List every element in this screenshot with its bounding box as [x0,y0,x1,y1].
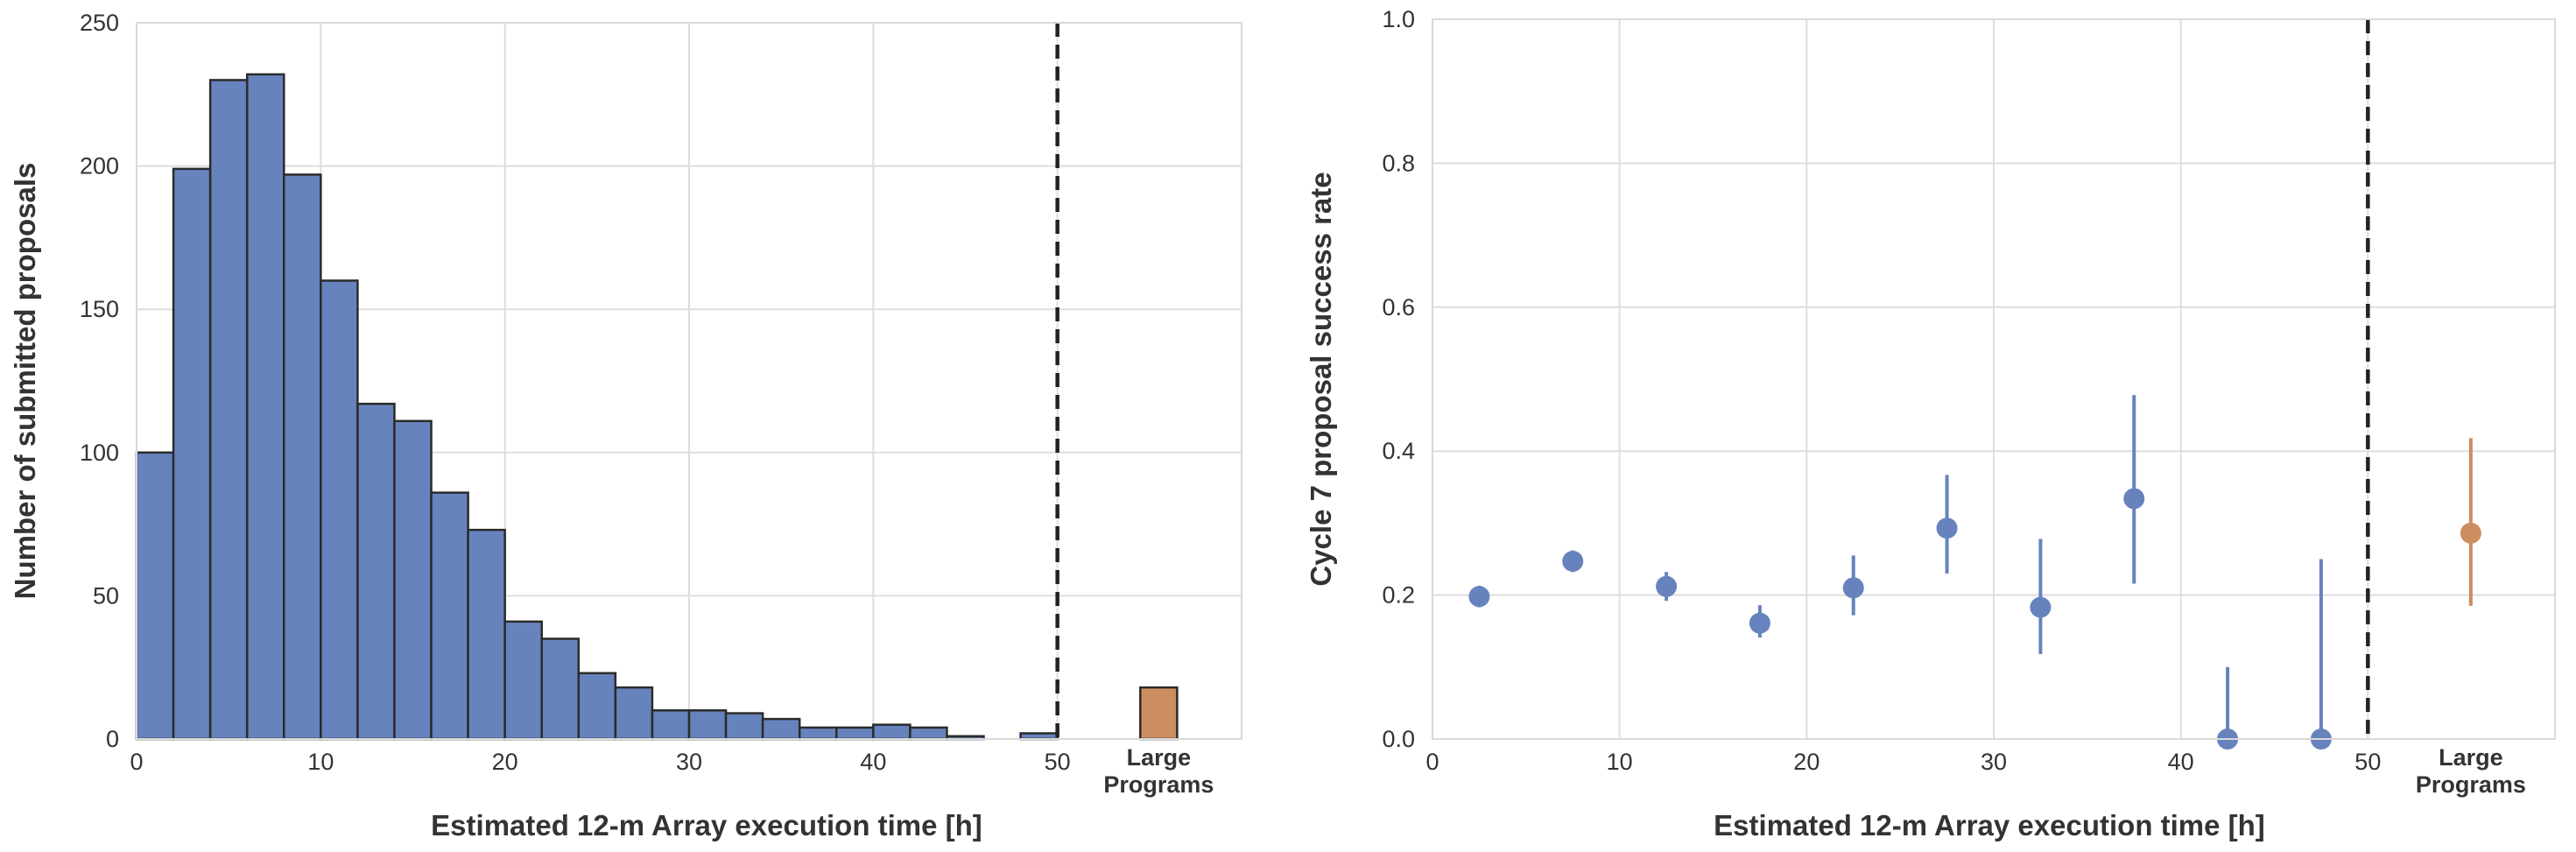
histogram-bars [135,73,1059,741]
success-rate-point-3 [1749,612,1770,634]
histogram-bar-0h [135,451,175,741]
success-rate-point-4 [1842,577,1864,599]
histogram-bar-20h [503,620,543,741]
large-programs-point-group [2460,438,2481,606]
histogram-bar-38h [835,726,875,741]
large-programs-point [2460,522,2481,544]
success-rate-x-tick-20: 20 [1793,749,1819,775]
histogram-x-tick-40: 40 [860,749,886,775]
histogram-x-tick-20: 20 [492,749,518,775]
histogram-bar-40h [872,723,911,741]
histogram-x-tick-labels: 0 10 20 30 40 50 [130,749,1070,775]
success-rate-point-1 [1562,550,1584,572]
histogram-bar-10h [320,279,359,741]
histogram-bar-28h [651,709,691,741]
histogram-bar-12h [356,402,396,741]
histogram-panel: 0 10 20 30 40 50 0 50 100 150 200 250 Large Progra… [9,10,1242,841]
histogram-large-programs-label-line2: Programs [1103,771,1214,798]
histogram-large-programs-label-line1: Large [1127,744,1192,771]
success-rate-y-tick-0.8: 0.8 [1382,150,1415,176]
histogram-y-tick-250: 250 [80,10,119,36]
success-rate-x-axis-label: Estimated 12-m Array execution time [h] [1714,809,2265,841]
histogram-bar-24h [577,672,617,741]
histogram-bar-16h [430,491,469,741]
histogram-x-tick-30: 30 [676,749,702,775]
histogram-y-tick-50: 50 [93,582,119,609]
histogram-x-axis-label: Estimated 12-m Array execution time [h] [431,809,982,841]
histogram-bar-34h [761,717,801,741]
success-rate-x-tick-40: 40 [2168,749,2194,775]
success-rate-point-7 [2123,488,2145,510]
success-rate-point-2 [1656,575,1678,597]
histogram-bar-18h [467,528,506,741]
success-rate-plot-frame [1432,18,2556,740]
success-rate-y-tick-1.0: 1.0 [1382,6,1415,32]
histogram-bar-4h [208,79,249,741]
success-rate-y-axis-label: Cycle 7 proposal success rate [1305,172,1337,586]
histogram-y-tick-150: 150 [80,296,119,322]
success-rate-panel: 0 10 20 30 40 50 0.0 0.2 0.4 0.6 0.8 1.0 Large Pro… [1305,6,2556,841]
success-rate-points [1468,395,2332,750]
histogram-y-tick-labels: 0 50 100 150 200 250 [80,10,119,752]
histogram-bar-26h [614,686,654,741]
histogram-bar-8h [283,173,322,741]
histogram-y-tick-200: 200 [80,153,119,180]
success-rate-x-tick-50: 50 [2354,749,2381,775]
success-rate-y-tick-0.0: 0.0 [1382,726,1415,752]
histogram-x-tick-50: 50 [1045,749,1071,775]
histogram-x-tick-0: 0 [130,749,143,775]
histogram-bar-32h [724,712,764,741]
success-rate-point-0 [1468,586,1490,608]
histogram-bar-42h [909,726,948,741]
histogram-x-tick-10: 10 [307,749,334,775]
success-rate-large-programs-label-line2: Programs [2416,771,2526,798]
success-rate-y-tick-0.6: 0.6 [1382,294,1415,320]
success-rate-large-programs-label-line1: Large [2439,744,2503,771]
histogram-y-tick-100: 100 [80,440,119,466]
success-rate-y-tick-0.2: 0.2 [1382,582,1415,609]
histogram-bar-6h [245,73,285,741]
histogram-y-axis-label: Number of submitted proposals [9,163,41,600]
histogram-y-tick-0: 0 [106,726,119,752]
success-rate-x-tick-10: 10 [1607,749,1633,775]
histogram-bar-30h [687,709,728,741]
success-rate-y-tick-labels: 0.0 0.2 0.4 0.6 0.8 1.0 [1382,6,1415,752]
success-rate-gridlines [1432,18,2555,740]
success-rate-x-tick-0: 0 [1425,749,1439,775]
histogram-plot-frame [136,22,1242,740]
histogram-bar-22h [540,637,581,741]
histogram-bar-14h [393,419,433,741]
success-rate-y-tick-0.4: 0.4 [1382,438,1415,464]
success-rate-point-5 [1936,518,1958,539]
success-rate-x-tick-labels: 0 10 20 30 40 50 [1425,749,2381,775]
histogram-bar-2h [172,167,212,741]
success-rate-point-6 [2030,596,2052,618]
histogram-bar-36h [798,726,838,741]
large-programs-bar [1139,686,1179,741]
large-programs-bar-group [1139,686,1179,741]
success-rate-x-tick-30: 30 [1981,749,2007,775]
